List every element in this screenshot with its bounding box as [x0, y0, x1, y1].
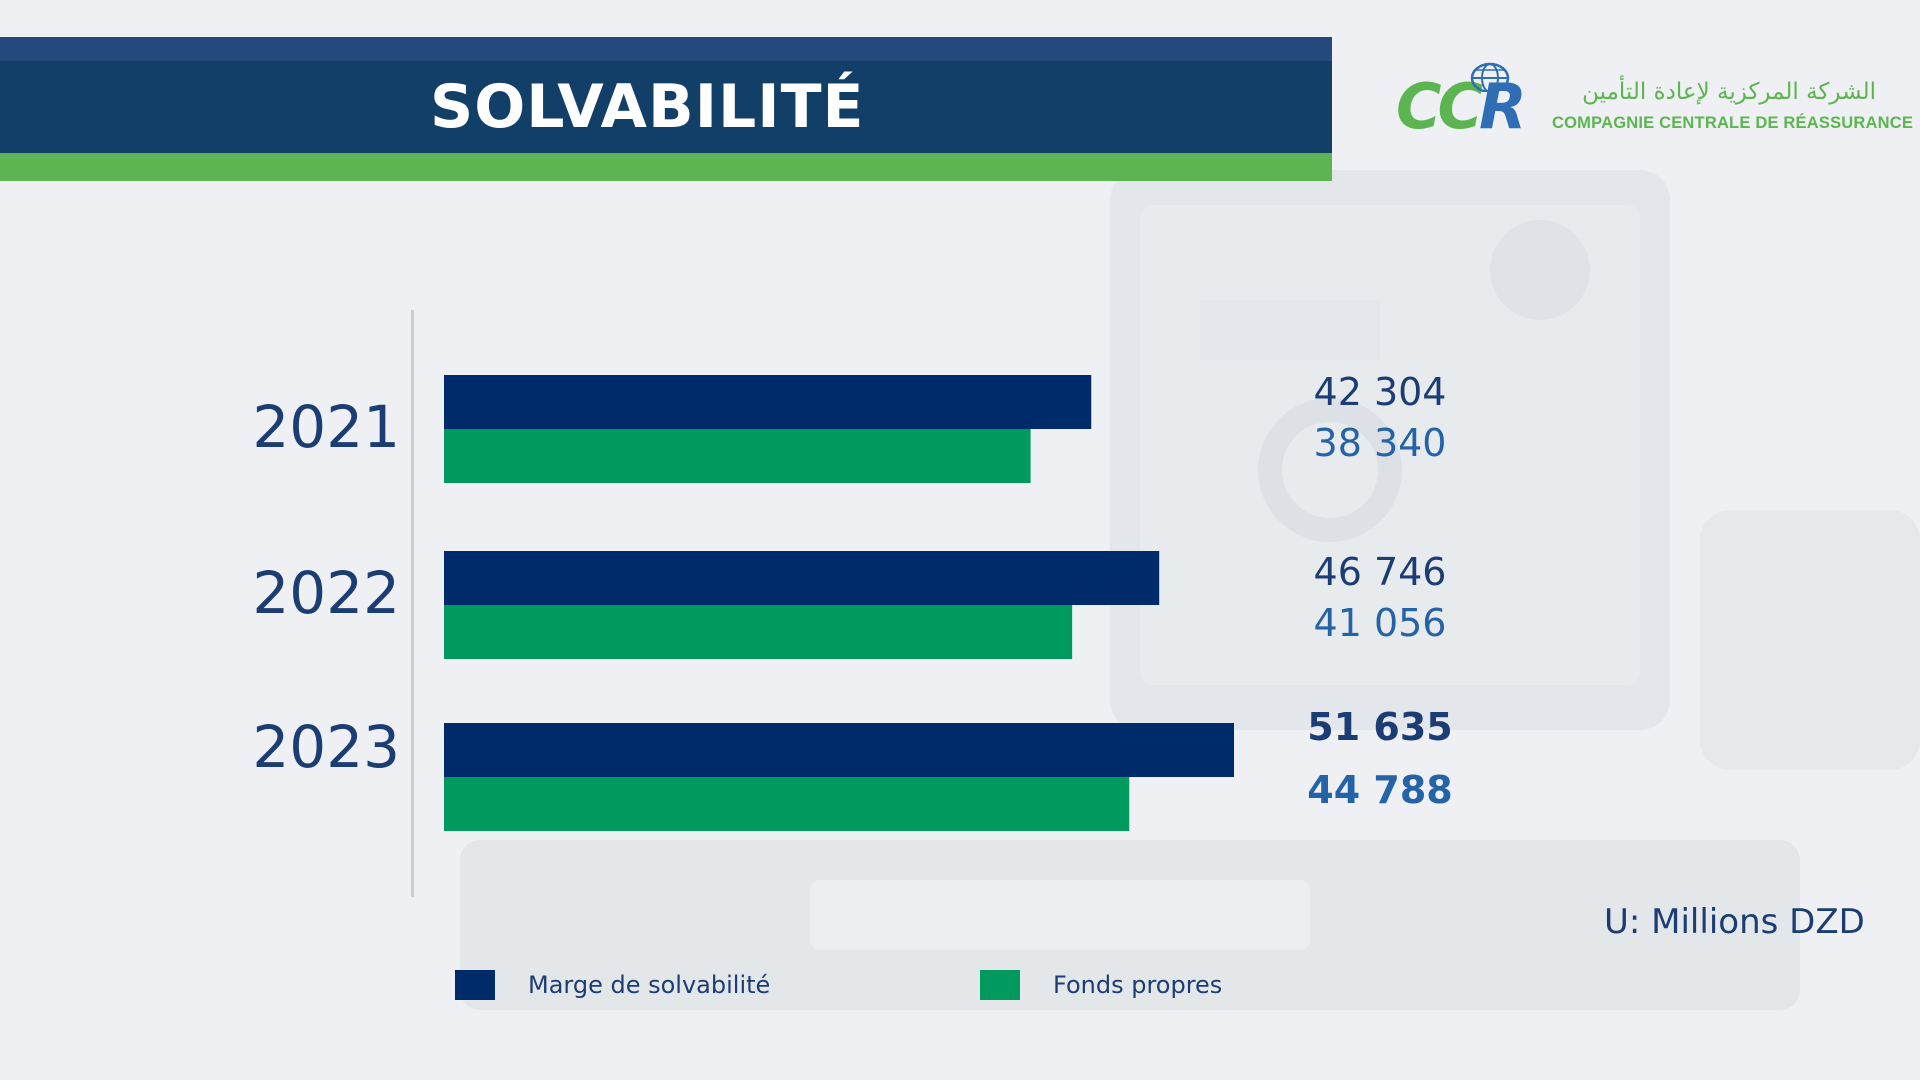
page-title: SOLVABILITÉ — [430, 72, 865, 142]
value-label-marge-2023: 51 635 — [1307, 705, 1452, 749]
year-label-2023: 2023 — [252, 713, 400, 781]
bar-fonds-2022 — [444, 605, 1073, 659]
title-top-stripe — [0, 37, 1332, 61]
globe-icon — [1470, 62, 1510, 92]
bar-marge-2021 — [444, 375, 1092, 429]
bar-marge-2022 — [444, 551, 1160, 605]
bar-fonds-2023 — [444, 777, 1130, 831]
bar-fonds-2021 — [444, 429, 1031, 483]
logo-french-name: COMPAGNIE CENTRALE DE RÉASSURANCE — [1552, 114, 1914, 132]
title-background — [0, 61, 1332, 153]
legend-item-fonds: Fonds propres — [980, 970, 1222, 1000]
value-label-fonds-2022: 41 056 — [1314, 601, 1447, 645]
title-green-stripe — [0, 153, 1332, 181]
chart-axis-line — [411, 310, 414, 897]
year-label-2021: 2021 — [252, 393, 400, 461]
value-label-fonds-2023: 44 788 — [1307, 768, 1452, 812]
value-label-marge-2021: 42 304 — [1314, 370, 1447, 414]
value-label-fonds-2021: 38 340 — [1314, 421, 1447, 465]
legend-swatch-marge — [455, 970, 495, 1000]
year-label-2022: 2022 — [252, 559, 400, 627]
chart-legend: Marge de solvabilité Fonds propres — [0, 970, 1920, 1010]
ccr-logo: CCR الشركة المركزية لإعادة التأمين COMPA… — [1390, 52, 1913, 152]
logo-letters-green: CC — [1396, 70, 1483, 143]
legend-swatch-fonds — [980, 970, 1020, 1000]
logo-letters-blue: R — [1479, 70, 1527, 143]
legend-label-marge: Marge de solvabilité — [528, 971, 771, 999]
bar-marge-2023 — [444, 723, 1234, 777]
logo-letters: CCR — [1396, 74, 1527, 140]
unit-note: U: Millions DZD — [1604, 902, 1865, 942]
title-band: SOLVABILITÉ — [0, 37, 1332, 181]
value-label-marge-2022: 46 746 — [1314, 550, 1447, 594]
legend-item-marge: Marge de solvabilité — [455, 970, 770, 1000]
legend-label-fonds: Fonds propres — [1053, 971, 1223, 999]
logo-arabic-name: الشركة المركزية لإعادة التأمين — [1582, 79, 1876, 105]
